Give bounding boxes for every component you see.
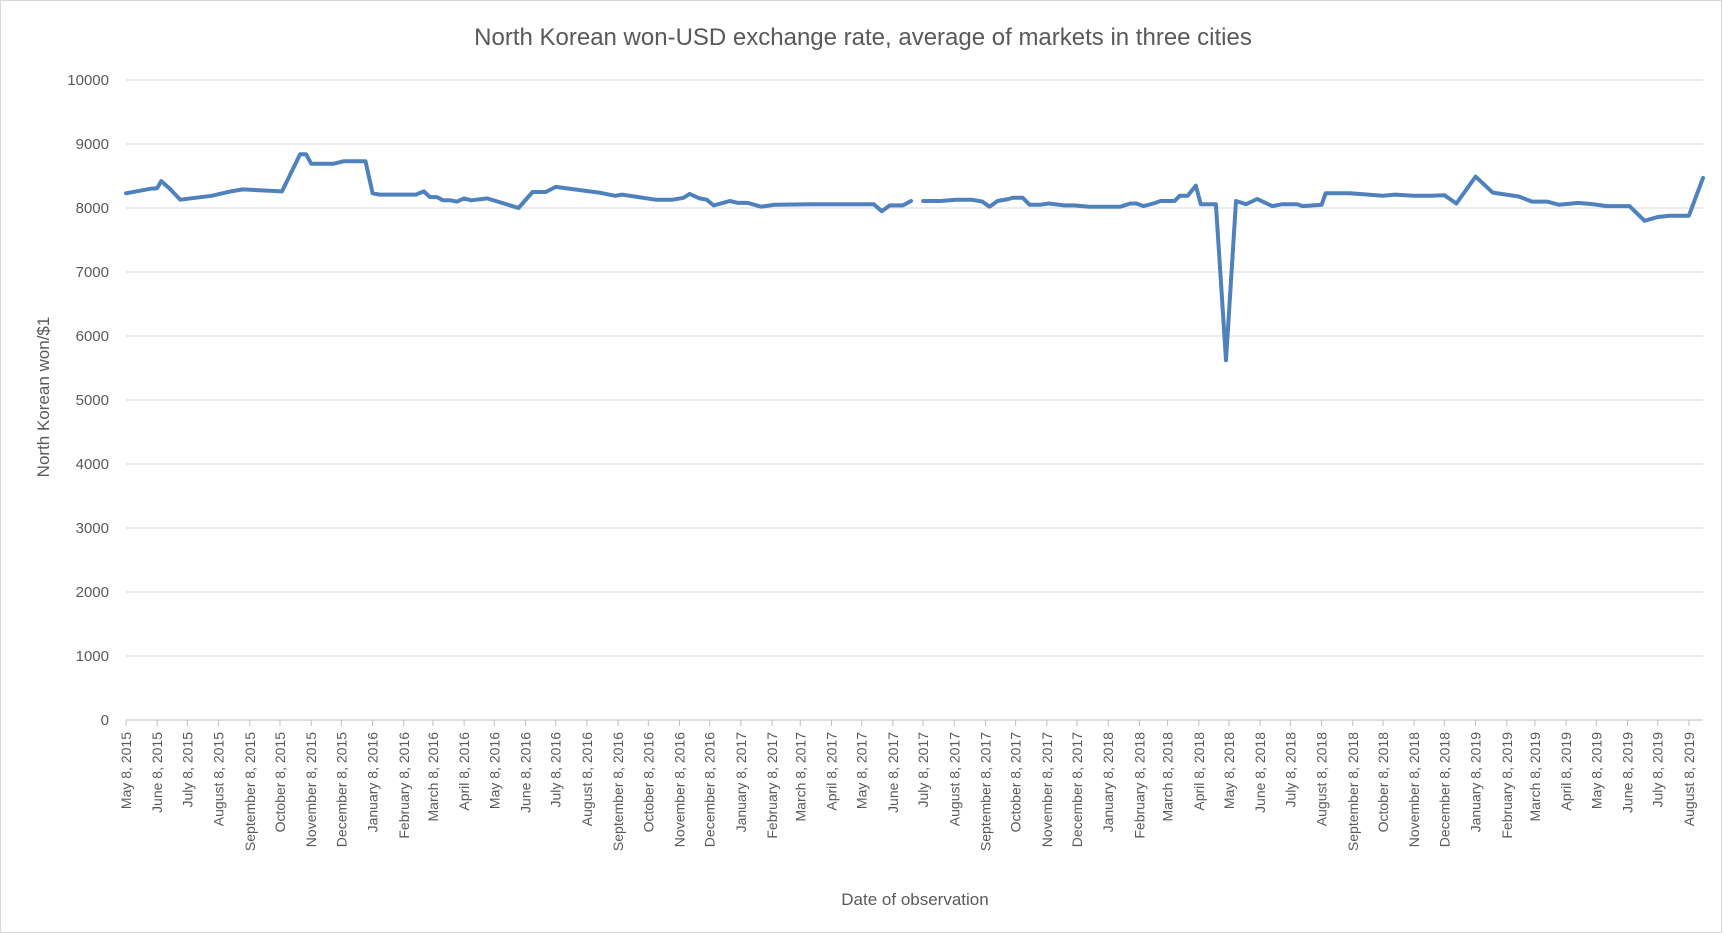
y-tick-label: 7000 [76, 264, 109, 281]
x-tick-label: March 8, 2016 [425, 732, 441, 822]
x-tick-label: August 8, 2018 [1314, 732, 1330, 826]
x-tick-label: March 8, 2017 [792, 732, 808, 822]
series-line-segment [124, 152, 913, 214]
y-tick-label: 6000 [76, 328, 109, 345]
x-tick-label: May 8, 2017 [854, 732, 870, 809]
x-tick-label: June 8, 2017 [885, 732, 901, 813]
x-tick-label: April 8, 2019 [1558, 732, 1574, 811]
x-tick-label: July 8, 2016 [548, 732, 564, 808]
x-tick-label: October 8, 2017 [1008, 732, 1024, 833]
x-tick-label: January 8, 2018 [1100, 732, 1116, 833]
x-tick-label: November 8, 2018 [1406, 732, 1422, 847]
x-tick-label: October 8, 2018 [1375, 732, 1391, 833]
y-tick-label: 9000 [76, 136, 109, 153]
series-layer [124, 152, 1705, 363]
x-tick-label: February 8, 2016 [396, 732, 412, 839]
x-tick-label: May 8, 2015 [118, 732, 134, 809]
x-tick-label: July 8, 2018 [1282, 732, 1298, 808]
y-tick-label: 4000 [76, 456, 109, 473]
y-tick-label: 5000 [76, 392, 109, 409]
x-tick-label: June 8, 2016 [518, 732, 534, 813]
y-tick-label: 8000 [76, 200, 109, 217]
x-tick-label: August 8, 2015 [211, 732, 227, 826]
y-axis-title: North Korean won/$1 [34, 317, 53, 478]
x-tick-label: August 8, 2016 [579, 732, 595, 826]
x-tick-label: October 8, 2016 [640, 732, 656, 833]
x-axis-ticks: May 8, 2015 June 8, 2015 July 8, 2015 Augus… [118, 720, 1697, 851]
x-tick-label: February 8, 2017 [764, 732, 780, 839]
x-tick-label: December 8, 2016 [702, 732, 718, 847]
x-tick-label: June 8, 2015 [149, 732, 165, 813]
x-tick-label: November 8, 2016 [672, 732, 688, 847]
x-tick-label: December 8, 2015 [333, 732, 349, 847]
x-tick-label: September 8, 2016 [610, 732, 626, 851]
x-tick-label: January 8, 2016 [365, 732, 381, 833]
x-tick-label: January 8, 2019 [1468, 732, 1484, 833]
x-tick-label: December 8, 2017 [1069, 732, 1085, 847]
x-tick-label: September 8, 2018 [1345, 732, 1361, 851]
x-tick-label: March 8, 2019 [1527, 732, 1543, 822]
x-tick-label: November 8, 2015 [303, 732, 319, 847]
x-tick-label: September 8, 2015 [242, 732, 258, 851]
x-tick-label: January 8, 2017 [733, 732, 749, 833]
x-tick-label: August 8, 2017 [946, 732, 962, 826]
x-tick-label: November 8, 2017 [1039, 732, 1055, 847]
x-tick-label: August 8, 2019 [1681, 732, 1697, 826]
x-tick-label: May 8, 2018 [1221, 732, 1237, 809]
x-tick-label: February 8, 2019 [1499, 732, 1515, 839]
chart-title: North Korean won-USD exchange rate, aver… [474, 24, 1252, 51]
x-tick-label: April 8, 2018 [1191, 732, 1207, 811]
x-tick-label: July 8, 2015 [179, 732, 195, 808]
x-tick-label: April 8, 2016 [456, 732, 472, 811]
x-tick-label: March 8, 2018 [1160, 732, 1176, 822]
y-tick-label: 1000 [76, 648, 109, 665]
x-tick-label: June 8, 2018 [1252, 732, 1268, 813]
x-tick-label: October 8, 2015 [272, 732, 288, 833]
x-tick-label: February 8, 2018 [1131, 732, 1147, 839]
y-axis-ticks: 0 1000 2000 3000 4000 5000 6000 7000 8000 9000 100… [67, 72, 109, 729]
x-tick-label: July 8, 2017 [915, 732, 931, 808]
y-tick-label: 0 [101, 712, 109, 729]
y-tick-label: 2000 [76, 584, 109, 601]
gridlines [126, 79, 1703, 721]
x-tick-label: June 8, 2019 [1620, 732, 1636, 813]
x-tick-label: April 8, 2017 [823, 732, 839, 811]
x-tick-label: July 8, 2019 [1650, 732, 1666, 808]
x-tick-label: May 8, 2016 [486, 732, 502, 809]
x-tick-label: December 8, 2018 [1436, 732, 1452, 847]
y-tick-label: 3000 [76, 520, 109, 537]
x-tick-label: May 8, 2019 [1588, 732, 1604, 809]
y-tick-label: 10000 [67, 72, 109, 89]
series-line-segment [921, 174, 1705, 363]
x-tick-label: September 8, 2017 [977, 732, 993, 851]
x-axis-title: Date of observation [841, 890, 988, 909]
